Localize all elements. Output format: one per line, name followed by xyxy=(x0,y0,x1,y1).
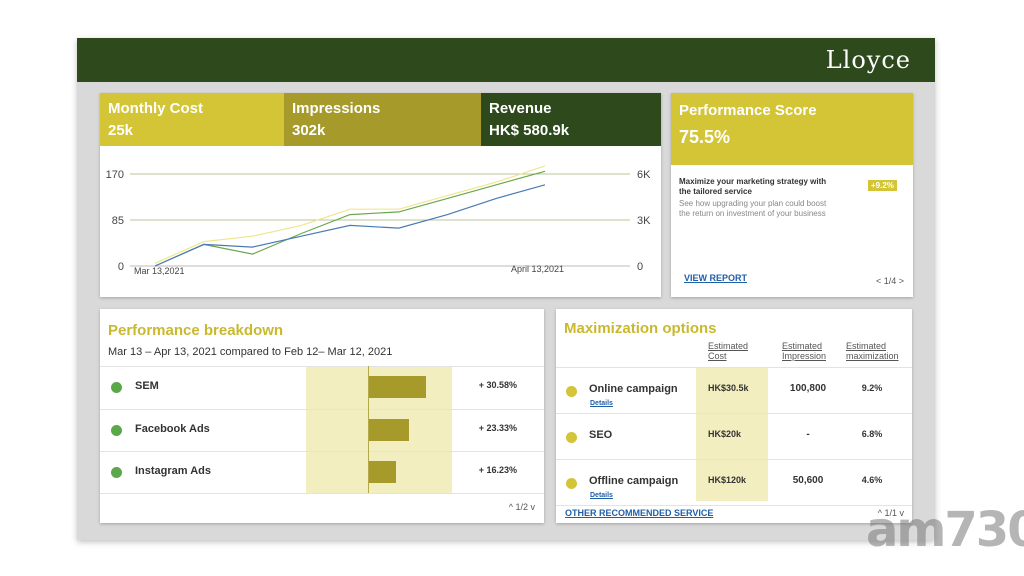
dashboard-frame: Lloyce Monthly Cost 25k Impressions 302k… xyxy=(77,38,935,540)
channel-name: SEM xyxy=(135,380,159,392)
maximization-options-card: Maximization options Estimated Cost Esti… xyxy=(556,309,912,523)
kpi-label: Monthly Cost xyxy=(108,100,203,117)
other-recommended-service-link[interactable]: OTHER RECOMMENDED SERVICE xyxy=(565,508,714,518)
status-dot xyxy=(111,425,122,436)
series-line-1 xyxy=(154,170,546,267)
option-maximization: 6.8% xyxy=(861,429,883,439)
breakdown-pager[interactable]: ^ 1/2 v xyxy=(508,502,535,512)
maximization-title: Maximization options xyxy=(564,320,717,337)
divider xyxy=(556,505,912,506)
cost-column-band xyxy=(696,367,768,501)
option-cost: HK$20k xyxy=(708,429,742,439)
change-bar xyxy=(369,376,426,398)
change-percent: + 30.58% xyxy=(478,380,517,390)
kpi-monthly-cost[interactable]: Monthly Cost 25k xyxy=(100,93,284,146)
column-header-cost[interactable]: Estimated Cost xyxy=(708,341,749,361)
kpi-value: 25k xyxy=(108,122,134,139)
left-tick-label: 170 xyxy=(106,169,124,181)
left-tick-label: 85 xyxy=(112,215,124,227)
option-name: Online campaign xyxy=(589,383,678,395)
right-tick-label: 6K xyxy=(637,169,651,181)
score-description: See how upgrading your plan could boost … xyxy=(679,199,827,218)
score-value: 75.5% xyxy=(679,127,731,147)
column-header-maximization[interactable]: Estimated maximization xyxy=(846,341,899,361)
series-line-2 xyxy=(154,184,546,267)
maximization-pager[interactable]: ^ 1/1 v xyxy=(877,508,904,518)
change-percent: + 23.33% xyxy=(478,423,517,433)
change-bar xyxy=(369,461,396,483)
breakdown-row[interactable]: Facebook Ads + 23.33% xyxy=(100,409,544,451)
score-badge: +9.2% xyxy=(868,180,897,191)
right-tick-label: 3K xyxy=(637,215,651,227)
breakdown-title: Performance breakdown xyxy=(108,322,284,339)
breakdown-row[interactable]: SEM + 30.58% xyxy=(100,366,544,408)
score-title: Performance Score xyxy=(679,102,817,119)
change-bar xyxy=(369,419,409,441)
breakdown-axis-line xyxy=(368,366,369,493)
channel-name: Facebook Ads xyxy=(135,423,210,435)
right-tick-label: 0 xyxy=(637,261,643,273)
status-dot xyxy=(111,467,122,478)
status-dot xyxy=(566,478,577,489)
top-bar: Lloyce xyxy=(77,38,935,82)
kpi-label: Revenue xyxy=(489,100,552,117)
breakdown-row[interactable]: Instagram Ads + 16.23% xyxy=(100,451,544,493)
option-row[interactable]: Online campaign Details HK$30.5k 100,800… xyxy=(556,367,912,413)
option-impression: 50,600 xyxy=(792,475,824,486)
column-header-impression[interactable]: Estimated Impression xyxy=(782,341,827,361)
option-cost: HK$30.5k xyxy=(708,383,749,393)
x-start-label: Mar 13,2021 xyxy=(134,266,185,276)
kpi-impressions[interactable]: Impressions 302k xyxy=(284,93,481,146)
option-row[interactable]: Offline campaign Details HK$120k 50,600 … xyxy=(556,459,912,505)
option-cost: HK$120k xyxy=(708,475,747,485)
divider xyxy=(100,493,544,494)
option-name: SEO xyxy=(589,429,613,441)
performance-breakdown-card: Performance breakdown Mar 13 – Apr 13, 2… xyxy=(100,309,544,523)
option-name: Offline campaign xyxy=(589,475,679,487)
score-pager[interactable]: < 1/4 > xyxy=(875,276,904,286)
option-maximization: 9.2% xyxy=(861,383,883,393)
series-line-0 xyxy=(154,165,546,264)
performance-score-card: Performance Score 75.5% Maximize your ma… xyxy=(671,93,913,297)
channel-name: Instagram Ads xyxy=(135,465,212,477)
kpi-label: Impressions xyxy=(292,100,381,117)
trend-line-chart: 0 0 85 3K 170 6K Mar 13,2021 April 13,2021 xyxy=(106,165,651,276)
details-link[interactable]: Details xyxy=(590,400,613,407)
view-report-link[interactable]: VIEW REPORT xyxy=(684,273,748,283)
brand-logo: Lloyce xyxy=(825,46,911,74)
x-end-label: April 13,2021 xyxy=(511,264,564,274)
kpi-value: 302k xyxy=(292,122,326,139)
breakdown-date-range: Mar 13 – Apr 13, 2021 compared to Feb 12… xyxy=(108,346,393,358)
watermark-logo: am730 xyxy=(866,502,1024,558)
kpi-revenue[interactable]: Revenue HK$ 580.9k xyxy=(481,93,661,146)
option-impression: - xyxy=(806,429,810,440)
overview-card: Monthly Cost 25k Impressions 302k Revenu… xyxy=(100,93,661,297)
option-row[interactable]: SEO HK$20k - 6.8% xyxy=(556,413,912,459)
score-promo-text: Maximize your marketing strategy with th… xyxy=(679,177,827,196)
details-link[interactable]: Details xyxy=(590,492,613,499)
option-maximization: 4.6% xyxy=(861,475,883,485)
status-dot xyxy=(111,382,122,393)
score-header: Performance Score 75.5% xyxy=(671,93,913,165)
left-tick-label: 0 xyxy=(118,261,124,273)
kpi-value: HK$ 580.9k xyxy=(489,122,570,139)
option-impression: 100,800 xyxy=(789,383,827,394)
change-percent: + 16.23% xyxy=(478,465,517,475)
status-dot xyxy=(566,432,577,443)
status-dot xyxy=(566,386,577,397)
